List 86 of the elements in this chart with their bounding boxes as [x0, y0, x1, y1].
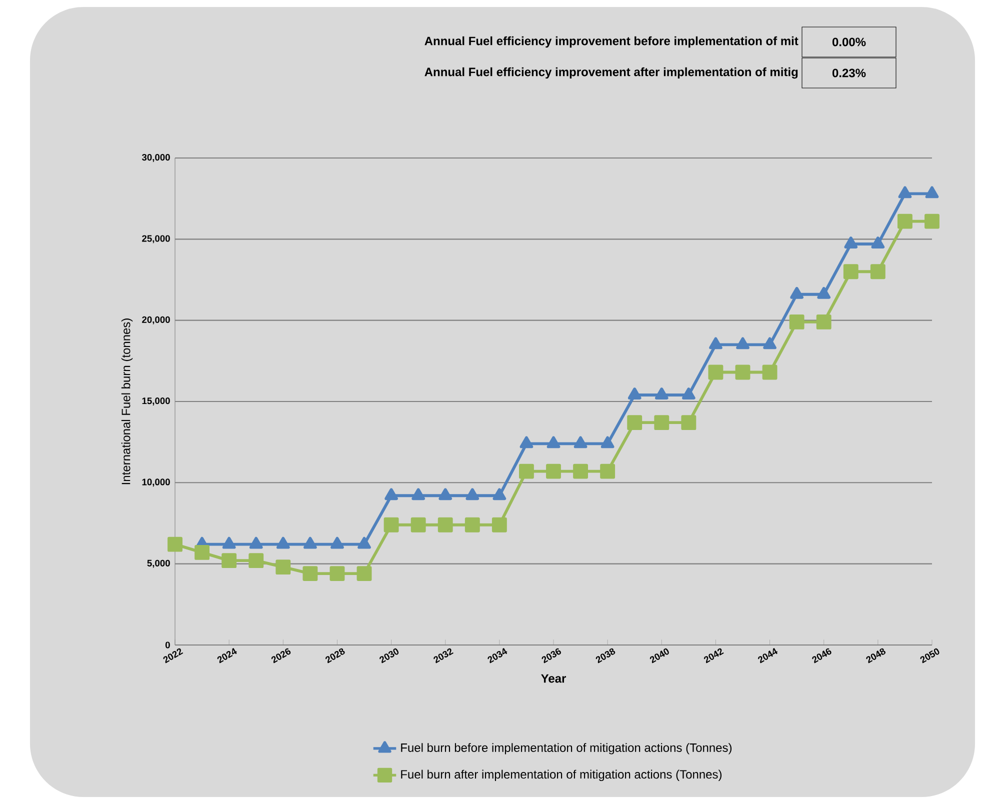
point — [222, 536, 236, 549]
point — [871, 236, 885, 248]
point — [222, 553, 237, 568]
point — [600, 464, 616, 479]
point — [735, 364, 750, 380]
point — [168, 536, 182, 552]
point — [736, 337, 750, 350]
point — [790, 286, 804, 299]
point — [194, 544, 210, 560]
point — [654, 388, 668, 400]
point — [356, 566, 372, 582]
point — [627, 415, 642, 430]
x-tick-label: 2048 — [866, 648, 886, 664]
y-tick-label: 25,000 — [142, 235, 170, 244]
x-tick-label: 2034 — [488, 648, 508, 664]
x-tick-label: 2026 — [271, 648, 291, 664]
legend-label: Fuel burn before implementation of mitigation actions (Tonnes) — [401, 743, 732, 754]
point — [709, 337, 722, 350]
x-axis-title: Year — [541, 674, 566, 683]
point — [546, 436, 560, 448]
point — [438, 488, 452, 500]
x-tick-label: 2022 — [163, 648, 184, 664]
point — [384, 517, 399, 532]
point — [654, 415, 670, 430]
point — [600, 436, 614, 448]
point — [924, 214, 940, 229]
point — [816, 314, 832, 330]
point — [276, 536, 290, 549]
text: Annual Fuel efficiency improvement before implementation of mit — [424, 36, 798, 48]
x-tick-label: 2032 — [434, 648, 454, 664]
point — [384, 488, 398, 500]
point — [304, 536, 317, 549]
point — [492, 488, 506, 500]
y-tick-label: 5,000 — [147, 560, 170, 568]
point — [248, 553, 264, 568]
x-tick-label: 2038 — [596, 648, 616, 664]
point — [464, 517, 480, 532]
point — [249, 536, 263, 549]
x-tick-label: 2044 — [758, 648, 778, 664]
point — [925, 186, 939, 198]
point — [302, 566, 318, 582]
point — [789, 314, 804, 330]
point — [330, 536, 344, 549]
point — [492, 517, 507, 532]
x-tick-label: 2028 — [325, 648, 345, 664]
point — [520, 436, 534, 448]
point — [546, 464, 561, 479]
y-tick-label: 15,000 — [142, 398, 170, 406]
point — [897, 214, 912, 229]
y-axis-title: International Fuel burn (tonnes) — [121, 318, 133, 484]
x-tick-label: 2036 — [542, 648, 561, 664]
text: 0.23% — [832, 68, 866, 78]
y-tick-label: 10,000 — [142, 478, 170, 487]
point — [330, 566, 345, 582]
y-tick-label: 0 — [165, 642, 170, 648]
y-tick-label: 20,000 — [142, 316, 170, 324]
point — [898, 186, 912, 198]
point — [276, 560, 291, 575]
point — [466, 488, 480, 500]
x-tick-label: 2050 — [920, 648, 940, 664]
x-tick-label: 2042 — [704, 648, 724, 664]
x-tick-label: 2046 — [812, 648, 832, 664]
point — [628, 388, 642, 400]
point — [358, 536, 371, 549]
point — [681, 415, 696, 430]
point — [763, 337, 776, 350]
point — [708, 364, 724, 380]
point — [844, 236, 858, 248]
point — [843, 264, 858, 280]
point — [518, 464, 534, 479]
point — [410, 517, 426, 532]
legend-label: Fuel burn after implementation of mitigation actions (Tonnes) — [401, 770, 722, 781]
text: Annual Fuel efficiency improvement after implementation of mitig — [424, 67, 798, 79]
y-tick-label: 30,000 — [142, 154, 170, 162]
point — [412, 488, 425, 500]
x-tick-label: 2024 — [217, 648, 237, 664]
point — [574, 436, 588, 448]
point — [682, 388, 696, 400]
x-tick-label: 2040 — [650, 648, 669, 664]
point — [762, 364, 778, 380]
x-tick-label: 2030 — [380, 648, 399, 664]
point — [438, 517, 453, 532]
point — [870, 264, 886, 280]
point — [817, 286, 831, 299]
text: 0.00% — [832, 38, 866, 46]
point — [573, 464, 588, 479]
